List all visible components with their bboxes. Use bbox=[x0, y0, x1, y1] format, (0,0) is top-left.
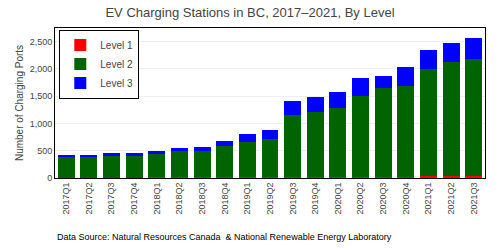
svg-text:1,000: 1,000 bbox=[30, 119, 53, 129]
svg-text:EV Charging Stations in BC, 20: EV Charging Stations in BC, 2017–2021, B… bbox=[105, 5, 394, 20]
svg-text:2019Q3: 2019Q3 bbox=[288, 183, 298, 215]
svg-text:2018Q1: 2018Q1 bbox=[152, 183, 162, 215]
svg-text:2019Q2: 2019Q2 bbox=[265, 183, 275, 215]
svg-text:1,500: 1,500 bbox=[30, 91, 53, 101]
svg-text:Level 3: Level 3 bbox=[100, 78, 133, 89]
svg-text:2017Q4: 2017Q4 bbox=[129, 183, 139, 215]
svg-text:2019Q1: 2019Q1 bbox=[242, 183, 252, 215]
svg-text:2021Q3: 2021Q3 bbox=[469, 183, 479, 215]
svg-text:2021Q2: 2021Q2 bbox=[446, 183, 456, 215]
svg-text:2020Q2: 2020Q2 bbox=[355, 183, 365, 215]
svg-text:2018Q4: 2018Q4 bbox=[220, 183, 230, 215]
svg-text:2,000: 2,000 bbox=[30, 64, 53, 74]
svg-text:2019Q4: 2019Q4 bbox=[310, 183, 320, 215]
svg-text:2020Q4: 2020Q4 bbox=[401, 183, 411, 215]
svg-text:2017Q2: 2017Q2 bbox=[84, 183, 94, 215]
svg-text:Level 1: Level 1 bbox=[100, 40, 133, 51]
svg-text:2018Q2: 2018Q2 bbox=[174, 183, 184, 215]
svg-text:2017Q1: 2017Q1 bbox=[61, 183, 71, 215]
svg-text:2021Q1: 2021Q1 bbox=[423, 183, 433, 215]
svg-text:2017Q3: 2017Q3 bbox=[107, 183, 117, 215]
svg-text:500: 500 bbox=[37, 146, 52, 156]
svg-text:0: 0 bbox=[47, 173, 52, 183]
svg-text:2018Q3: 2018Q3 bbox=[197, 183, 207, 215]
svg-text:Number of Charging Ports: Number of Charging Ports bbox=[14, 45, 25, 161]
svg-text:2020Q1: 2020Q1 bbox=[333, 183, 343, 215]
svg-text:Level 2: Level 2 bbox=[100, 59, 133, 70]
svg-text:2,500: 2,500 bbox=[30, 37, 53, 47]
svg-text:Data Source: Natural Resources: Data Source: Natural Resources Canada & … bbox=[57, 232, 392, 242]
svg-text:2020Q3: 2020Q3 bbox=[378, 183, 388, 215]
